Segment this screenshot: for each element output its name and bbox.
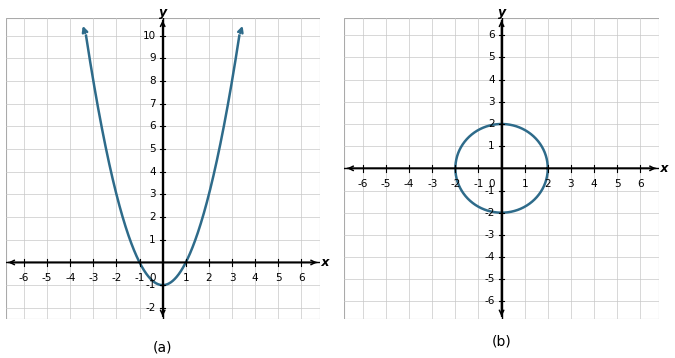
Text: -6: -6	[484, 296, 495, 306]
Text: -1: -1	[134, 273, 144, 283]
Text: x: x	[656, 162, 669, 175]
Text: -3: -3	[88, 273, 99, 283]
Text: -5: -5	[381, 179, 392, 189]
Text: 1: 1	[182, 273, 189, 283]
Text: -2: -2	[450, 179, 460, 189]
Text: y: y	[159, 6, 167, 19]
Text: -5: -5	[484, 274, 495, 284]
Text: 4: 4	[149, 167, 156, 177]
Text: 10: 10	[142, 31, 156, 41]
Text: y: y	[497, 6, 506, 19]
Text: -2: -2	[484, 208, 495, 218]
Text: 1: 1	[149, 235, 156, 245]
Text: 8: 8	[149, 76, 156, 86]
Text: 2: 2	[206, 273, 212, 283]
Text: (b): (b)	[491, 334, 512, 348]
Text: -4: -4	[484, 252, 495, 262]
Text: 5: 5	[275, 273, 281, 283]
Text: -5: -5	[42, 273, 53, 283]
Text: 1: 1	[521, 179, 528, 189]
Text: 2: 2	[488, 119, 495, 129]
Text: 0: 0	[149, 273, 156, 283]
Text: -3: -3	[484, 230, 495, 240]
Text: 9: 9	[149, 53, 156, 63]
Text: 3: 3	[229, 273, 236, 283]
Text: 5: 5	[488, 53, 495, 62]
Text: 5: 5	[149, 144, 156, 154]
Text: -6: -6	[19, 273, 29, 283]
Text: x: x	[317, 256, 330, 269]
Text: (a): (a)	[153, 340, 172, 354]
Text: -1: -1	[145, 280, 156, 290]
Text: 5: 5	[614, 179, 620, 189]
Text: 6: 6	[298, 273, 304, 283]
Text: 1: 1	[488, 141, 495, 151]
Text: -4: -4	[404, 179, 414, 189]
Text: 3: 3	[568, 179, 574, 189]
Text: 4: 4	[591, 179, 597, 189]
Text: 3: 3	[149, 189, 156, 199]
Text: -1: -1	[473, 179, 484, 189]
Text: 6: 6	[488, 30, 495, 40]
Text: 6: 6	[149, 121, 156, 131]
Text: 7: 7	[149, 99, 156, 109]
Text: 4: 4	[252, 273, 259, 283]
Text: -1: -1	[484, 185, 495, 195]
Text: -4: -4	[65, 273, 76, 283]
Text: -2: -2	[111, 273, 121, 283]
Text: 3: 3	[488, 97, 495, 107]
Text: 0: 0	[488, 179, 495, 189]
Text: -6: -6	[358, 179, 368, 189]
Text: -2: -2	[145, 303, 156, 313]
Text: 4: 4	[488, 74, 495, 84]
Text: 2: 2	[545, 179, 551, 189]
Text: 2: 2	[149, 212, 156, 222]
Text: 6: 6	[637, 179, 643, 189]
Text: -3: -3	[427, 179, 437, 189]
